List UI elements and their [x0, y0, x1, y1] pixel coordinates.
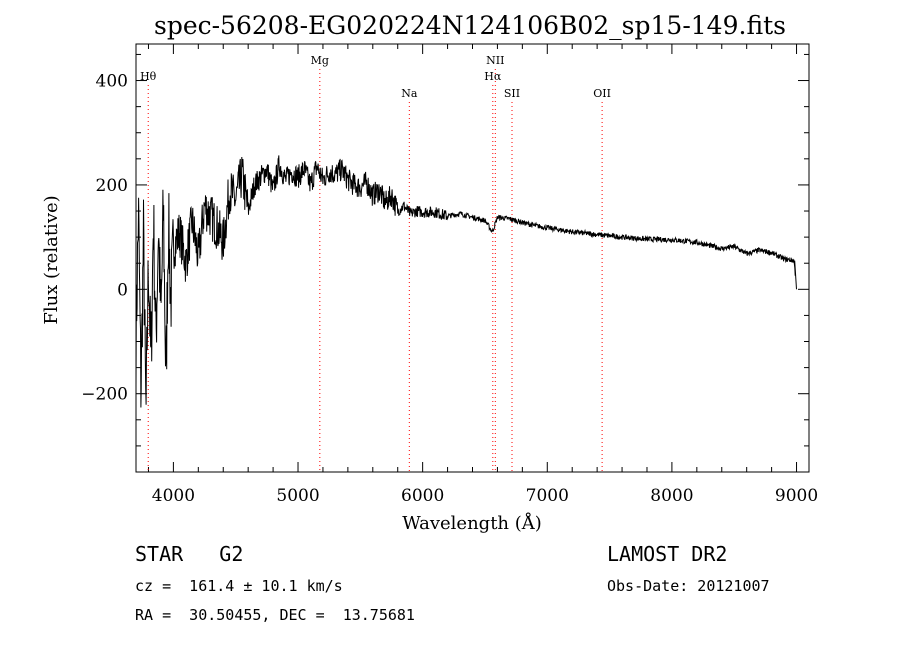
x-tick-label: 8000: [650, 486, 693, 506]
line-marker-label: OII: [593, 87, 611, 100]
survey-name: LAMOST DR2: [607, 542, 728, 566]
line-marker-label: SII: [504, 87, 520, 100]
coordinates: RA = 30.50455, DEC = 13.75681: [135, 606, 415, 624]
line-marker-label: Mg: [311, 54, 329, 67]
x-tick-label: 5000: [276, 486, 319, 506]
line-marker-label: Hα: [484, 70, 502, 83]
spectrum-plot: spec-56208-EG020224N124106B02_sp15-149.f…: [41, 11, 818, 534]
x-tick-label: 4000: [152, 486, 195, 506]
x-axis-label: Wavelength (Å): [402, 512, 542, 534]
x-axis: 4000 5000 6000 7000 8000 9000: [147, 44, 818, 506]
line-marker-label: Na: [401, 87, 418, 100]
plot-frame: [135, 43, 810, 473]
line-marker-label: Hθ: [140, 70, 157, 83]
chart-title: spec-56208-EG020224N124106B02_sp15-149.f…: [154, 11, 786, 40]
spectrum-line: [135, 155, 797, 408]
x-tick-label: 7000: [526, 486, 569, 506]
y-tick-label: 200: [96, 176, 128, 196]
x-tick-label: 6000: [401, 486, 444, 506]
x-tick-label: 9000: [775, 486, 818, 506]
y-tick-label: −200: [81, 385, 128, 405]
y-tick-label: 0: [117, 280, 128, 300]
line-marker-label: NII: [486, 54, 504, 67]
object-class: STAR G2: [135, 542, 244, 566]
y-axis: −200 0 200 400: [81, 53, 809, 447]
y-tick-label: 400: [96, 72, 128, 92]
redshift-readout: cz = 161.4 ± 10.1 km/s: [135, 577, 343, 595]
y-axis-label: Flux (relative): [41, 195, 62, 324]
obs-date: Obs-Date: 20121007: [607, 577, 770, 595]
